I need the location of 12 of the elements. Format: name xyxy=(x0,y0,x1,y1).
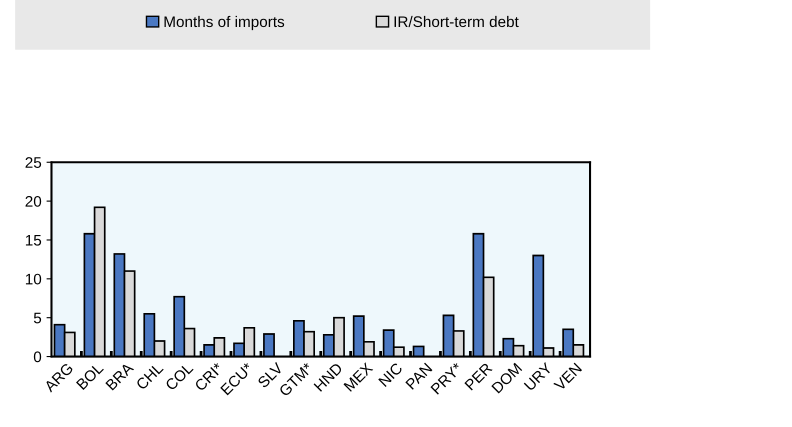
y-tick-label: 20 xyxy=(26,196,42,207)
y-tick-label: 15 xyxy=(26,235,42,246)
y-tick-label: 25 xyxy=(26,157,42,168)
y-tick-label: 0 xyxy=(34,351,42,362)
legend-label: IR/Short-term debt xyxy=(394,16,519,28)
legend-label: Months of imports xyxy=(164,16,284,30)
x-tick-label: NIC xyxy=(378,362,404,388)
y-tick-label: 10 xyxy=(26,274,42,285)
x-tick-label: CHL xyxy=(135,362,164,390)
y-tick-label: 5 xyxy=(34,312,42,324)
x-tick-label: BOL xyxy=(76,362,104,390)
x-tick-label: COL xyxy=(164,362,194,392)
